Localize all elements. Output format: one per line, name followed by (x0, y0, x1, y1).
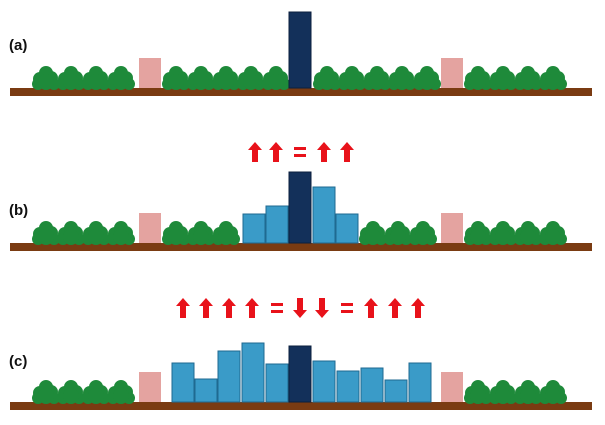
tree-icon (32, 380, 60, 404)
tree-icon (82, 66, 110, 90)
tower-building (288, 171, 312, 244)
up-arrow-icon (269, 142, 283, 162)
ground-strip (10, 402, 592, 410)
up-arrow-icon (411, 298, 425, 318)
equals-sign (294, 154, 306, 157)
ground-strip (10, 243, 592, 251)
tree-icon (388, 66, 416, 90)
old-building (441, 372, 463, 402)
tree-icon (107, 221, 135, 245)
new-building (408, 362, 432, 403)
tree-icon (107, 66, 135, 90)
tree-icon (313, 66, 341, 90)
new-building (312, 360, 336, 403)
new-building (360, 367, 384, 403)
equals-sign (341, 303, 353, 306)
tree-icon (539, 380, 567, 404)
tree-icon (464, 221, 492, 245)
down-arrow-icon (293, 298, 307, 318)
old-building (139, 372, 161, 402)
tree-icon (514, 66, 542, 90)
tree-icon (514, 221, 542, 245)
up-arrow-icon (245, 298, 259, 318)
tree-icon (384, 221, 412, 245)
old-building (139, 213, 161, 243)
tree-icon (359, 221, 387, 245)
up-arrow-icon (222, 298, 236, 318)
up-arrow-icon (199, 298, 213, 318)
tree-icon (514, 380, 542, 404)
tree-icon (57, 221, 85, 245)
tree-icon (464, 66, 492, 90)
tree-icon (338, 66, 366, 90)
tree-icon (489, 380, 517, 404)
tree-icon (413, 66, 441, 90)
equals-sign (294, 147, 306, 150)
tree-icon (82, 380, 110, 404)
old-building (441, 58, 463, 88)
up-arrow-icon (317, 142, 331, 162)
tree-icon (187, 66, 215, 90)
tree-icon (262, 66, 290, 90)
new-building (336, 370, 360, 403)
tree-icon (162, 66, 190, 90)
tree-icon (57, 66, 85, 90)
up-arrow-icon (364, 298, 378, 318)
new-building (194, 378, 218, 403)
new-building (312, 186, 336, 244)
tree-icon (107, 380, 135, 404)
tree-icon (32, 221, 60, 245)
tree-icon (539, 66, 567, 90)
equals-sign (271, 303, 283, 306)
tree-icon (409, 221, 437, 245)
tree-icon (82, 221, 110, 245)
old-building (441, 213, 463, 243)
old-building (139, 58, 161, 88)
up-arrow-icon (388, 298, 402, 318)
tree-icon (212, 221, 240, 245)
tree-icon (539, 221, 567, 245)
new-building (265, 363, 289, 403)
tree-icon (212, 66, 240, 90)
panel-label-b: (b) (9, 202, 29, 219)
new-building (265, 205, 289, 244)
new-building (171, 362, 195, 403)
new-building (217, 350, 241, 403)
tree-icon (363, 66, 391, 90)
new-building (335, 213, 359, 244)
ground-strip (10, 88, 592, 96)
tree-icon (162, 221, 190, 245)
down-arrow-icon (315, 298, 329, 318)
new-building (242, 213, 266, 244)
tree-icon (32, 66, 60, 90)
tower-building (288, 345, 312, 403)
tree-icon (237, 66, 265, 90)
tree-icon (464, 380, 492, 404)
new-building (241, 342, 265, 403)
new-building (384, 379, 408, 403)
tower-building (288, 11, 312, 89)
tree-icon (489, 221, 517, 245)
equals-sign (271, 310, 283, 313)
up-arrow-icon (248, 142, 262, 162)
tree-icon (57, 380, 85, 404)
up-arrow-icon (176, 298, 190, 318)
panel-label-a: (a) (9, 37, 28, 54)
equals-sign (341, 310, 353, 313)
panel-label-c: (c) (9, 353, 28, 370)
tree-icon (489, 66, 517, 90)
up-arrow-icon (340, 142, 354, 162)
tree-icon (187, 221, 215, 245)
